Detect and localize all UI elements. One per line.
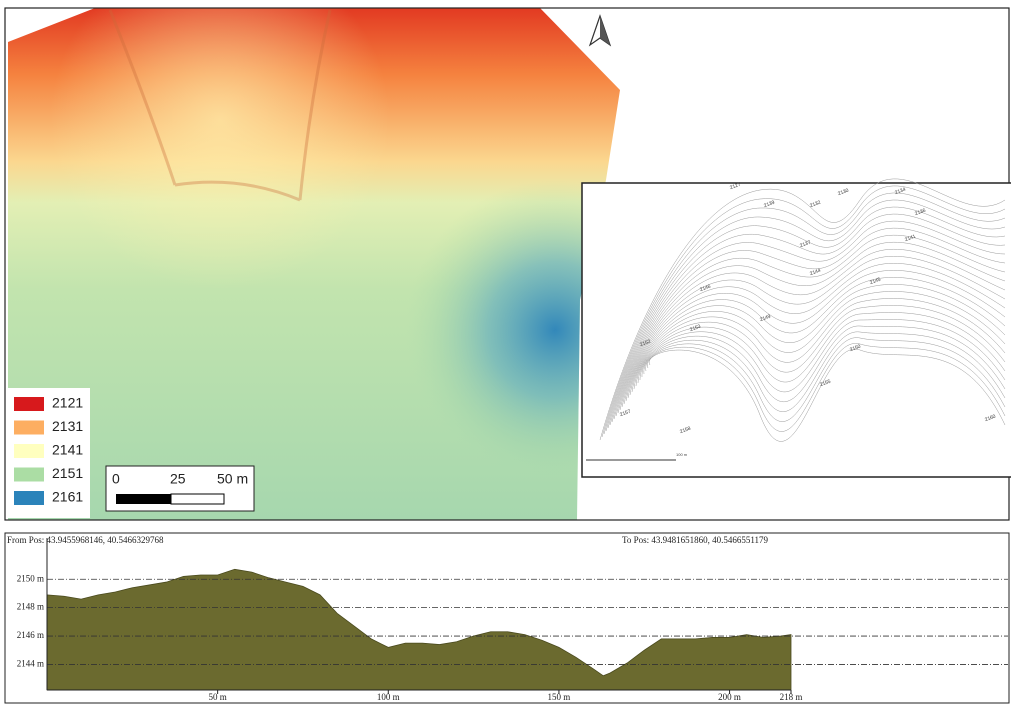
x-tick-label: 100 m (377, 692, 400, 702)
x-tick-label: 218 m (780, 692, 803, 702)
scale-label: 0 (112, 471, 120, 487)
legend-swatch (14, 491, 44, 505)
north-arrow (600, 16, 610, 45)
legend-swatch (14, 397, 44, 411)
x-tick-label: 150 m (548, 692, 571, 702)
x-tick-label: 200 m (718, 692, 741, 702)
inset-scale-label: 100 m (676, 452, 688, 457)
legend: 2121 2131 2141 2151 2161 (8, 388, 90, 518)
legend-label: 2161 (52, 489, 83, 505)
legend-label: 2121 (52, 395, 83, 411)
scale-segment (116, 494, 171, 504)
scale-label: 25 (170, 471, 186, 487)
scale-label: 50 m (217, 471, 248, 487)
dem-shade (0, 0, 630, 520)
to-label: To Pos: 43.9481651860, 40.5466551179 (622, 535, 769, 545)
legend-swatch (14, 468, 44, 482)
from-label: From Pos: 43.9455968146, 40.5466329768 (7, 535, 164, 545)
profile-chart: From Pos: 43.9455968146, 40.5466329768 T… (5, 533, 1009, 703)
legend-swatch (14, 444, 44, 458)
scale-segment (171, 494, 224, 504)
scale-bar: 0 25 50 m (106, 466, 254, 511)
y-tick-label: 2150 m (17, 573, 44, 583)
legend-swatch (14, 421, 44, 435)
y-tick-label: 2144 m (17, 659, 44, 669)
y-tick-label: 2146 m (17, 630, 44, 640)
legend-label: 2141 (52, 442, 83, 458)
x-tick-label: 50 m (209, 692, 227, 702)
page: 2121 2131 2141 2151 2161 0 25 50 m 100 m 21272… (0, 0, 1011, 705)
inset-frame (582, 183, 1011, 477)
legend-label: 2151 (52, 465, 83, 481)
y-tick-label: 2148 m (17, 602, 44, 612)
legend-label: 2131 (52, 418, 83, 434)
